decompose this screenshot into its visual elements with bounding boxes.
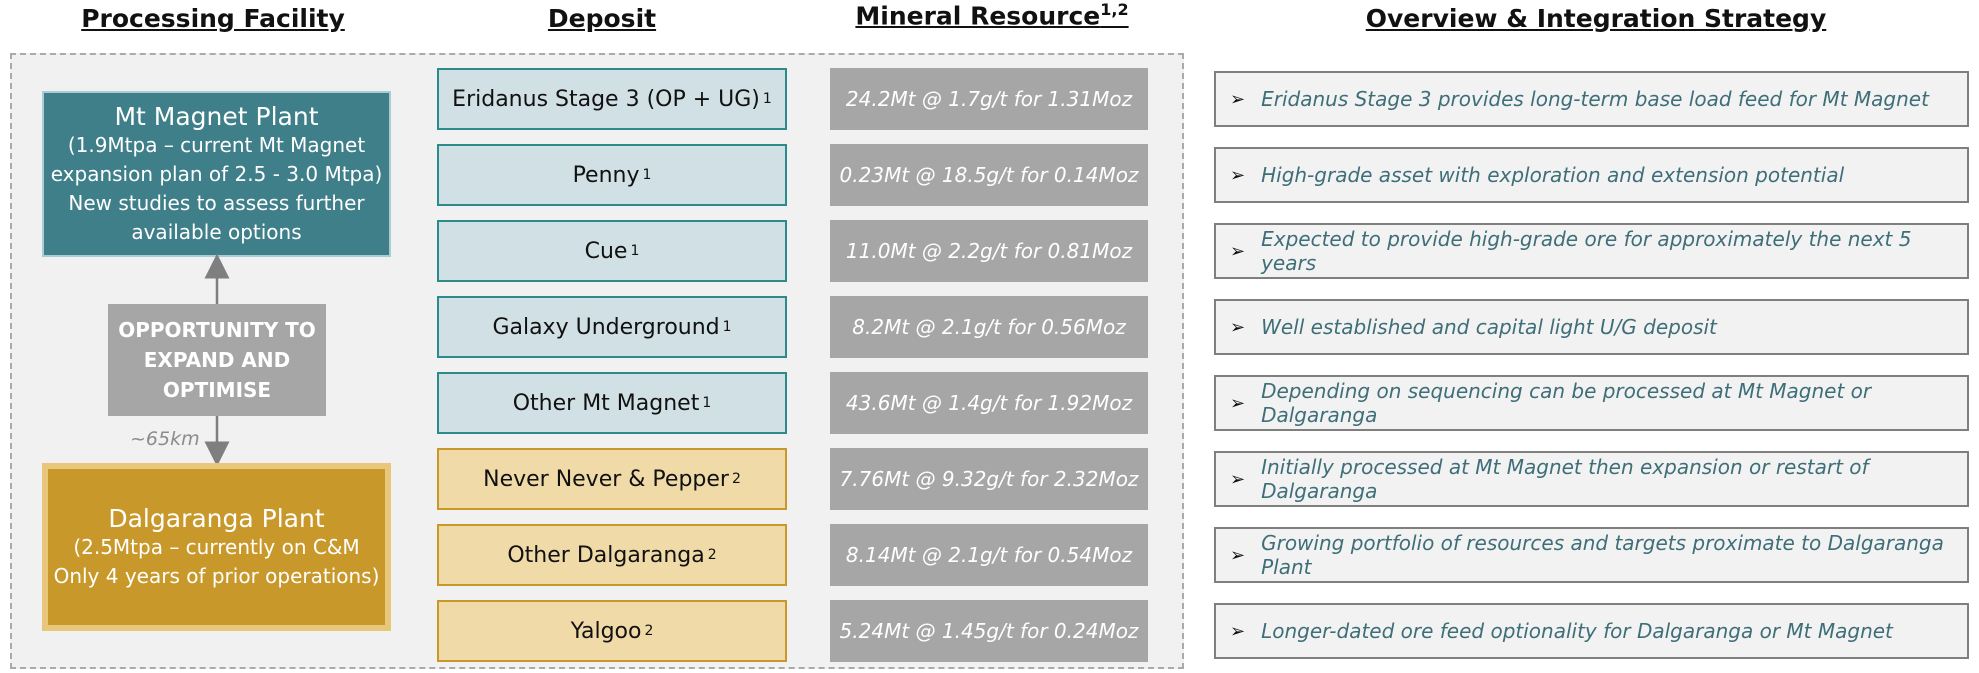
footnote: 1,2 [1100, 0, 1129, 19]
opportunity-line: OPTIMISE [162, 378, 272, 402]
bullet: ➢ [1230, 240, 1246, 262]
resource-box: 7.76Mt @ 9.32g/t for 2.32Moz [830, 448, 1148, 510]
strategy-box: ➢ Longer-dated ore feed optionality for D… [1214, 603, 1969, 659]
plant-title: Mt Magnet Plant [114, 101, 319, 131]
deposit-name: Never Never & Pepper [483, 466, 729, 492]
bullet: ➢ [1230, 316, 1246, 338]
strategy-text: Longer-dated ore feed optionality for Da… [1261, 619, 1893, 643]
strategy-box: ➢ Initially processed at Mt Magnet then e… [1214, 451, 1969, 507]
resource-box: 43.6Mt @ 1.4g/t for 1.92Moz [830, 372, 1148, 434]
deposit-name: Galaxy Underground [492, 314, 720, 340]
resource-box: 8.2Mt @ 2.1g/t for 0.56Moz [830, 296, 1148, 358]
strategy-text: Depending on sequencing can be processed… [1261, 379, 1872, 427]
deposit-box: Never Never & Pepper 2 [437, 448, 787, 510]
opportunity-line: EXPAND AND [143, 348, 291, 372]
footnote: 1 [642, 167, 652, 183]
footnote: 1 [630, 243, 640, 259]
header: Overview & Integration Strategy [1365, 4, 1827, 33]
resource-box: 5.24Mt @ 1.45g/t for 0.24Moz [830, 600, 1148, 662]
strategy-text: Eridanus Stage 3 provides long-term base… [1261, 87, 1929, 111]
bullet: ➢ [1230, 88, 1246, 110]
footnote: 1 [702, 395, 712, 411]
footnote: 2 [644, 623, 654, 639]
deposit-box: Galaxy Underground 1 [437, 296, 787, 358]
resource-box: 24.2Mt @ 1.7g/t for 1.31Moz [830, 68, 1148, 130]
footnote: 2 [731, 471, 741, 487]
strategy-text: Expected to provide high-grade ore for a… [1261, 227, 1912, 275]
strategy-box: ➢ Eridanus Stage 3 provides long-term bas… [1214, 71, 1969, 127]
opportunity-line: OPPORTUNITY TO [118, 318, 316, 342]
bullet: ➢ [1230, 392, 1246, 414]
strategy-box: ➢ High-grade asset with exploration and e… [1214, 147, 1969, 203]
bullet: ➢ [1230, 620, 1246, 642]
plant-detail: (1.9Mtpa – current Mt Magnet [67, 132, 366, 157]
deposit-box: Cue 1 [437, 220, 787, 282]
distance-label: ~65km [130, 428, 200, 450]
header-text: Mineral Resource [855, 1, 1101, 31]
footnote: 1 [722, 319, 732, 335]
plant-detail: New studies to assess further [68, 190, 365, 215]
header: Mineral Resource1,2 [855, 0, 1128, 30]
opportunity-box: OPPORTUNITY TO EXPAND AND OPTIMISE [108, 304, 326, 416]
deposit-name: Eridanus Stage 3 (OP + UG) [452, 86, 760, 112]
bullet: ➢ [1230, 164, 1246, 186]
bullet: ➢ [1230, 468, 1246, 490]
deposit-name: Penny [572, 162, 640, 188]
bullet: ➢ [1230, 544, 1246, 566]
header: Deposit [547, 4, 657, 33]
plant-detail: Only 4 years of prior operations) [53, 563, 380, 588]
deposit-box: Penny 1 [437, 144, 787, 206]
deposit-box: Eridanus Stage 3 (OP + UG) 1 [437, 68, 787, 130]
strategy-text: Growing portfolio of resources and targe… [1261, 531, 1944, 579]
deposit-name: Cue [584, 238, 628, 264]
deposit-box: Other Dalgaranga 2 [437, 524, 787, 586]
footnote: 2 [707, 547, 717, 563]
dalgaranga-plant: Dalgaranga Plant (2.5Mtpa – currently on … [42, 463, 391, 631]
strategy-box: ➢ Depending on sequencing can be processe… [1214, 375, 1969, 431]
strategy-box: ➢ Expected to provide high-grade ore for … [1214, 223, 1969, 279]
plant-detail: available options [131, 219, 302, 244]
resource-box: 8.14Mt @ 2.1g/t for 0.54Moz [830, 524, 1148, 586]
resource-box: 0.23Mt @ 18.5g/t for 0.14Moz [830, 144, 1148, 206]
deposit-name: Yalgoo [570, 618, 642, 644]
strategy-text: Initially processed at Mt Magnet then ex… [1261, 455, 1869, 503]
deposit-box: Other Mt Magnet 1 [437, 372, 787, 434]
strategy-box: ➢ Well established and capital light U/G … [1214, 299, 1969, 355]
plant-detail: expansion plan of 2.5 - 3.0 Mtpa) [50, 161, 383, 186]
deposit-name: Other Dalgaranga [507, 542, 705, 568]
strategy-box: ➢ Growing portfolio of resources and targ… [1214, 527, 1969, 583]
resource-box: 11.0Mt @ 2.2g/t for 0.81Moz [830, 220, 1148, 282]
footnote: 1 [762, 91, 772, 107]
strategy-text: Well established and capital light U/G d… [1261, 315, 1717, 339]
strategy-text: High-grade asset with exploration and ex… [1261, 163, 1845, 187]
header: Processing Facility [81, 4, 345, 33]
plant-detail: (2.5Mtpa – currently on C&M [73, 534, 360, 559]
plant-title: Dalgaranga Plant [108, 503, 325, 533]
deposit-name: Other Mt Magnet [512, 390, 700, 416]
deposit-box: Yalgoo 2 [437, 600, 787, 662]
